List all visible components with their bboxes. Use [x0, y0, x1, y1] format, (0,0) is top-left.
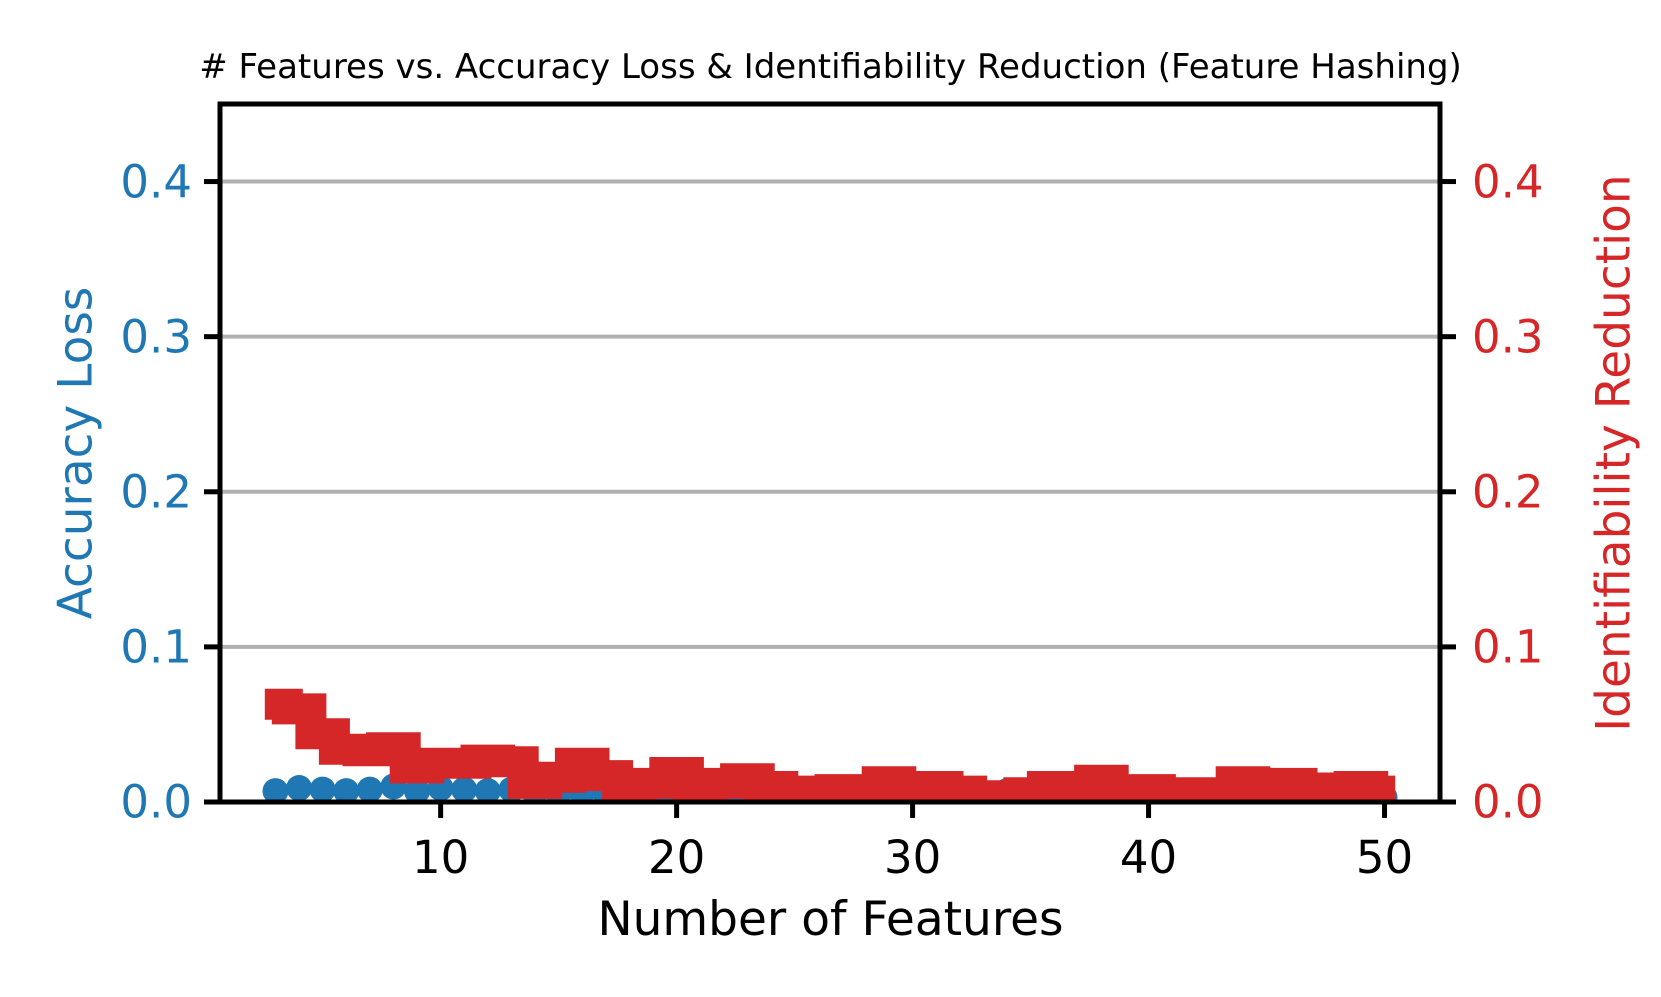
accuracy-loss-marker — [404, 778, 430, 800]
accuracy-loss-marker — [309, 776, 336, 800]
x-tick-label: 50 — [1355, 831, 1414, 884]
x-axis-label: Number of Features — [597, 892, 1064, 947]
y-tick-label-left: 0.1 — [120, 620, 192, 674]
y-tick-labels-right: 0.0 0.1 0.2 0.3 0.4 — [1472, 0, 1661, 997]
axes-spines — [217, 101, 1443, 805]
y-tick-label-left: 0.0 — [120, 775, 192, 829]
y-tick-label-right: 0.4 — [1472, 155, 1544, 209]
x-tick-label: 10 — [411, 831, 470, 884]
y-tick-labels-left: 0.0 0.1 0.2 0.3 0.4 — [0, 0, 192, 997]
x-tick-labels: 10 20 30 40 50 — [0, 835, 1661, 895]
y-tick-label-right: 0.0 — [1472, 775, 1544, 829]
y-tick-label-right: 0.3 — [1472, 310, 1544, 364]
accuracy-loss-marker — [262, 778, 289, 800]
x-tick-label: 30 — [883, 831, 942, 884]
x-tick-label: 40 — [1119, 831, 1178, 884]
accuracy-loss-marker — [333, 778, 360, 800]
y-tick-label-left: 0.4 — [120, 155, 192, 209]
identifiability-reduction-step-line — [264, 688, 1396, 800]
accuracy-loss-marker — [356, 776, 383, 800]
y-tick-label-left: 0.2 — [120, 465, 192, 519]
x-tick-label: 20 — [647, 831, 706, 884]
accuracy-loss-marker — [286, 775, 313, 800]
y-tick-label-right: 0.2 — [1472, 465, 1544, 519]
accuracy-loss-marker — [451, 776, 478, 800]
y-tick-label-left: 0.3 — [120, 310, 192, 364]
chart-title: # Features vs. Accuracy Loss & Identifia… — [199, 47, 1462, 87]
accuracy-loss-marker — [474, 778, 501, 800]
y-tick-label-right: 0.1 — [1472, 620, 1544, 674]
